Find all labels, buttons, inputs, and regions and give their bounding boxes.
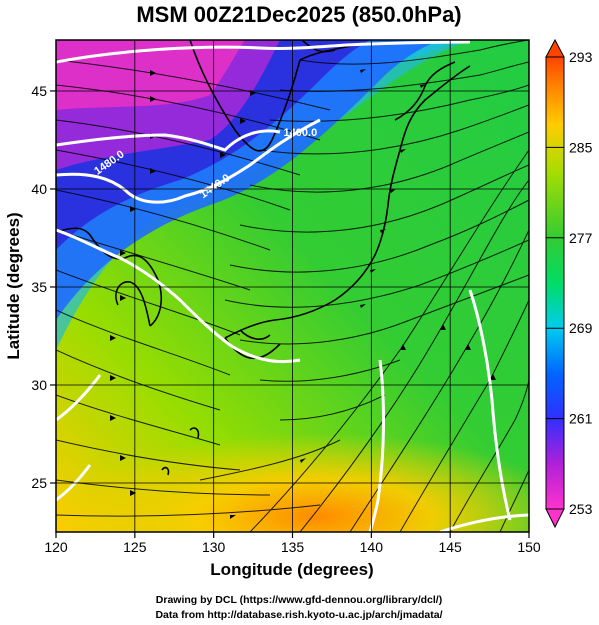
contour-label-1400: 1400.0: [284, 127, 318, 139]
colorbar-min-arrow: [545, 508, 565, 529]
colorbar-ticks: 253 261 269 277 285 293: [546, 49, 593, 517]
colorbar-tick-label: 277: [569, 230, 593, 246]
y-tick-label: 40: [31, 181, 47, 197]
colorbar-tick-label: 285: [569, 139, 593, 155]
y-tick-label: 45: [31, 83, 47, 99]
height-contours: [56, 40, 529, 532]
y-axis-label: Latitude (degrees): [4, 212, 23, 359]
colorbar-tick-label: 293: [569, 49, 593, 65]
colorbar-tick-label: 269: [569, 320, 593, 336]
colorbar-tick-label: 253: [569, 501, 593, 517]
x-tick-label: 120: [44, 539, 68, 555]
x-axis-ticks: 120 125 130 135 140 145 150: [44, 532, 541, 555]
contour-1400: [56, 129, 281, 152]
x-axis-label: Longitude (degrees): [210, 560, 373, 579]
wind-arrows: [110, 69, 496, 519]
gridlines: [56, 40, 529, 532]
colorbar: 253 261 269 277 285 293: [545, 38, 593, 529]
credit-line-1: Drawing by DCL (https://www.gfd-dennou.o…: [156, 594, 442, 606]
colorbar-max-arrow: [545, 38, 565, 58]
y-axis-ticks: 25 30 35 40 45: [31, 83, 56, 491]
x-tick-label: 150: [517, 539, 541, 555]
colorbar-body: [545, 56, 565, 510]
colorbar-tick-label: 261: [569, 411, 593, 427]
y-tick-label: 35: [31, 279, 47, 295]
contour-1480: [56, 228, 301, 364]
coastlines: [56, 40, 471, 476]
x-tick-label: 140: [360, 539, 384, 555]
chart-title: MSM 00Z21Dec2025 (850.0hPa): [136, 2, 461, 27]
x-tick-label: 145: [438, 539, 462, 555]
x-tick-label: 135: [281, 539, 305, 555]
y-tick-label: 30: [31, 377, 47, 393]
contour-1440: [56, 118, 321, 204]
x-tick-label: 125: [123, 539, 147, 555]
y-tick-label: 25: [31, 475, 47, 491]
credit-line-2: Data from http://database.rish.kyoto-u.a…: [155, 609, 442, 621]
x-tick-label: 130: [202, 539, 226, 555]
